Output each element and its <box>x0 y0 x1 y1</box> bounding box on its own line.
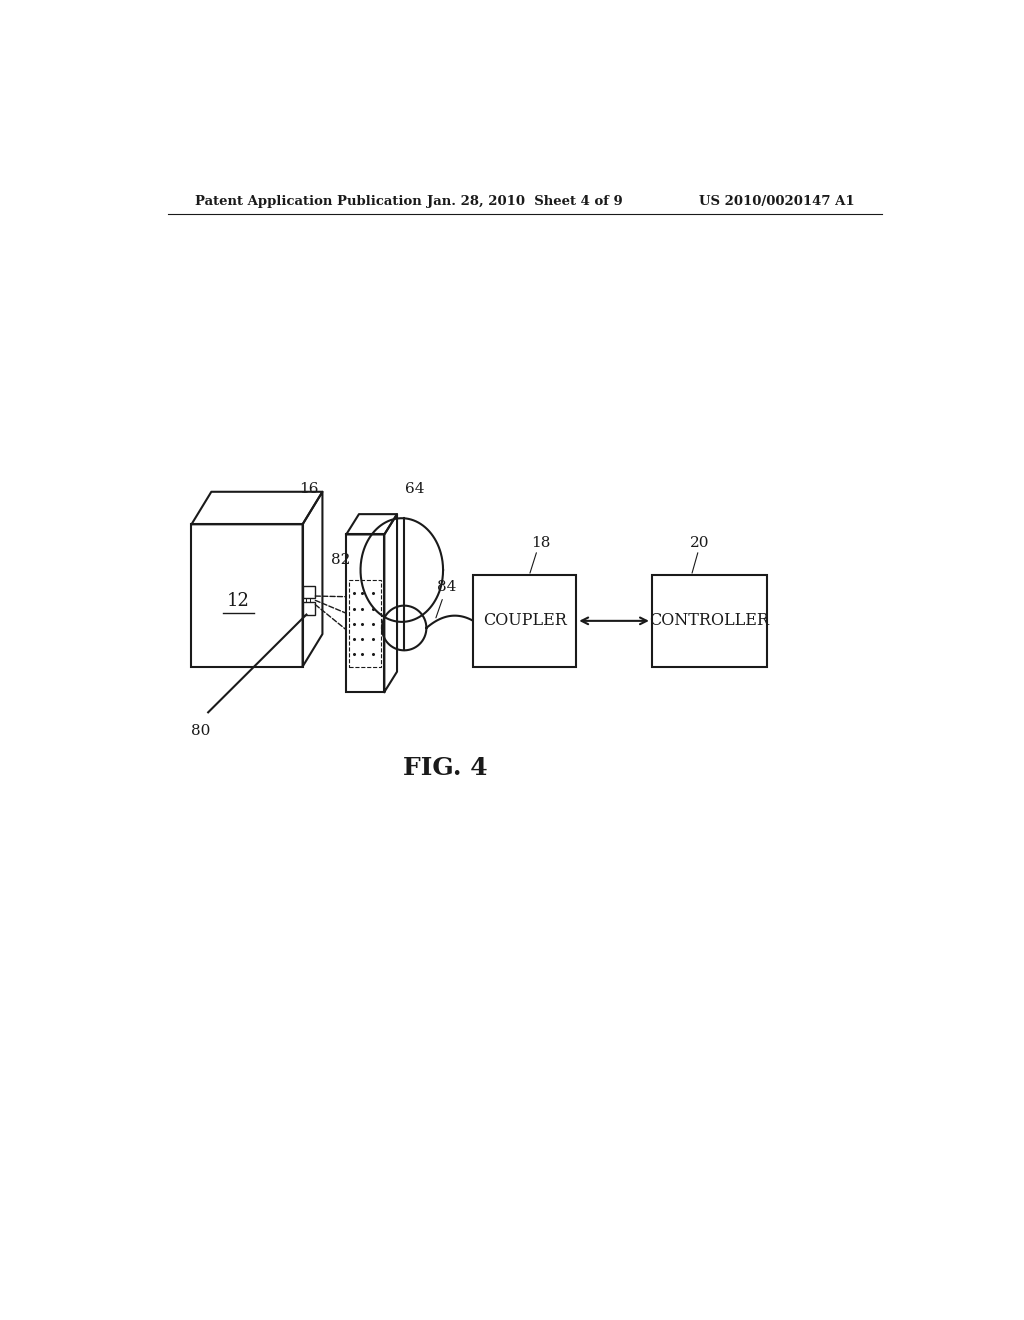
Text: 82: 82 <box>331 553 350 566</box>
Text: Patent Application Publication: Patent Application Publication <box>196 194 422 207</box>
FancyBboxPatch shape <box>303 586 315 598</box>
Text: 64: 64 <box>404 482 424 496</box>
Text: 20: 20 <box>690 536 710 549</box>
FancyBboxPatch shape <box>349 579 381 667</box>
Text: 84: 84 <box>436 581 456 594</box>
Text: Jan. 28, 2010  Sheet 4 of 9: Jan. 28, 2010 Sheet 4 of 9 <box>427 194 623 207</box>
FancyBboxPatch shape <box>191 524 303 667</box>
Text: COUPLER: COUPLER <box>483 612 566 630</box>
Text: 18: 18 <box>531 536 550 549</box>
FancyBboxPatch shape <box>473 576 577 667</box>
FancyBboxPatch shape <box>652 576 767 667</box>
FancyBboxPatch shape <box>346 535 384 692</box>
Text: 80: 80 <box>190 723 210 738</box>
Text: 16: 16 <box>299 482 318 496</box>
Text: US 2010/0020147 A1: US 2010/0020147 A1 <box>698 194 854 207</box>
Text: CONTROLLER: CONTROLLER <box>649 612 769 630</box>
Text: FIG. 4: FIG. 4 <box>403 756 487 780</box>
FancyBboxPatch shape <box>303 602 315 615</box>
Text: 12: 12 <box>226 593 250 610</box>
